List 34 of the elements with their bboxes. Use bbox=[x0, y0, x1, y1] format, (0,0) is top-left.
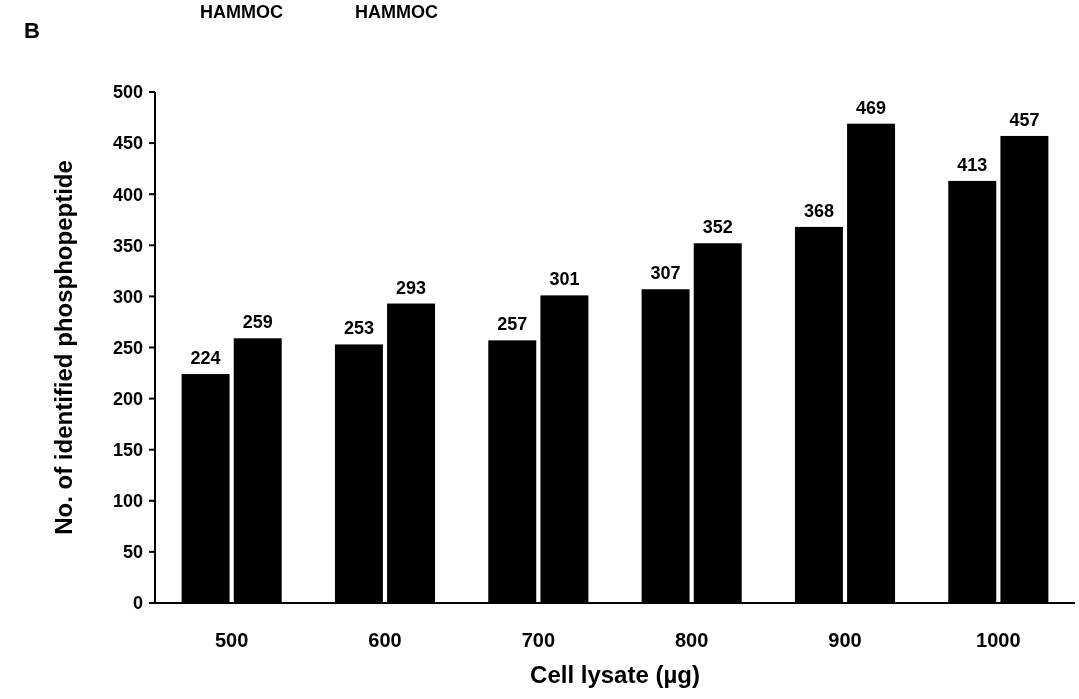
x-tick-label: 800 bbox=[674, 629, 709, 651]
y-tick-label: 400 bbox=[112, 184, 143, 205]
text: HAMMOC bbox=[200, 2, 283, 22]
data-label: 293 bbox=[396, 277, 427, 298]
y-tick-label: 500 bbox=[112, 82, 143, 103]
y-tick-label: 200 bbox=[112, 388, 143, 409]
data-label: 457 bbox=[1009, 109, 1040, 130]
data-label: 469 bbox=[856, 97, 887, 118]
data-label: 413 bbox=[957, 154, 988, 175]
y-axis-title: No. of identified phosphopeptide bbox=[50, 160, 77, 535]
data-label: 307 bbox=[650, 263, 681, 284]
text: HAMMOC bbox=[355, 2, 438, 22]
y-tick-label: 0 bbox=[132, 593, 143, 614]
data-label: 224 bbox=[190, 348, 221, 369]
data-label: 301 bbox=[549, 269, 580, 290]
data-label: 259 bbox=[242, 312, 273, 333]
chart-title: B bbox=[24, 18, 40, 43]
data-label: 257 bbox=[497, 314, 528, 335]
y-tick-label: 350 bbox=[112, 235, 143, 256]
y-tick-label: 100 bbox=[112, 491, 143, 512]
x-tick-label: 900 bbox=[828, 629, 862, 651]
x-tick-label: 600 bbox=[368, 629, 402, 651]
y-tick-label: 50 bbox=[122, 542, 143, 563]
x-tick-label: 500 bbox=[214, 629, 249, 651]
y-tick-label: 450 bbox=[112, 133, 143, 154]
x-axis-title: Cell lysate (µg) bbox=[530, 661, 700, 688]
data-label: 368 bbox=[803, 200, 834, 221]
data-label: 253 bbox=[343, 318, 374, 339]
y-tick-label: 300 bbox=[112, 286, 143, 307]
y-tick-label: 250 bbox=[112, 337, 143, 358]
x-tick-label: 1000 bbox=[976, 629, 1021, 651]
x-tick-label: 700 bbox=[521, 629, 556, 651]
y-tick-label: 150 bbox=[112, 440, 143, 460]
data-label: 352 bbox=[702, 217, 733, 238]
